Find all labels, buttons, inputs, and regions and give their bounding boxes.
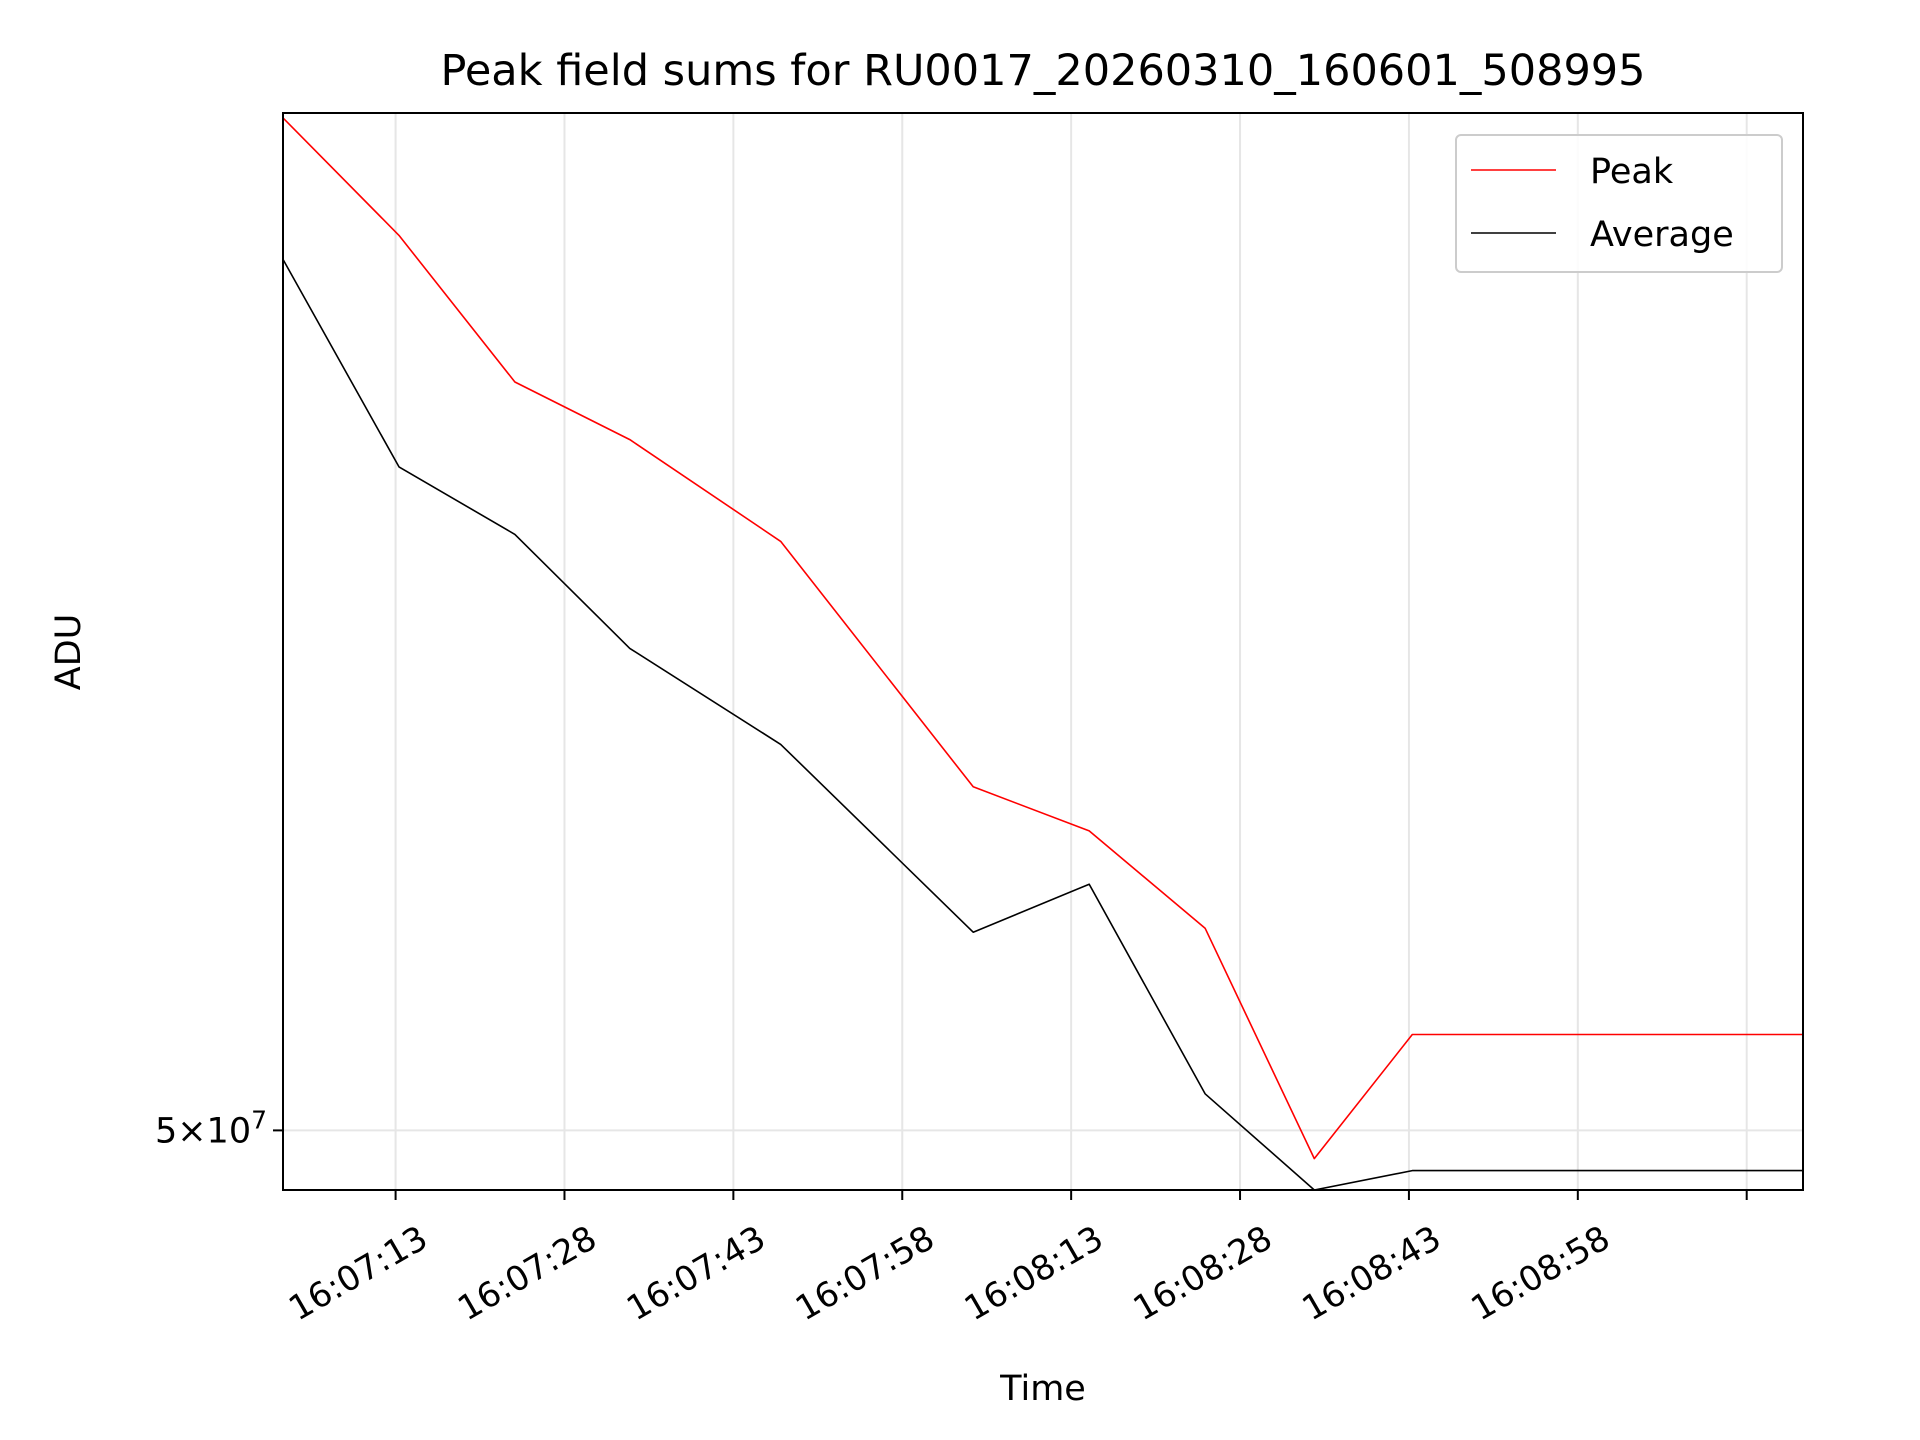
- legend-label-average: Average: [1590, 215, 1734, 255]
- series-lines: [283, 117, 1803, 1190]
- grid: [283, 113, 1803, 1190]
- series-line-peak: [283, 117, 1803, 1160]
- series-line-average: [283, 259, 1803, 1190]
- x-axis-label: Time: [999, 1369, 1086, 1409]
- y-tick-label: 5×107: [155, 1105, 267, 1151]
- y-axis-ticks: 5×107: [155, 1105, 283, 1151]
- y-axis-label: ADU: [49, 614, 89, 691]
- chart-title: Peak field sums for RU0017_20260310_1606…: [440, 46, 1645, 96]
- legend: Peak Average: [1455, 134, 1783, 273]
- legend-label-peak: Peak: [1590, 152, 1674, 192]
- plot-frame: [282, 112, 1804, 1191]
